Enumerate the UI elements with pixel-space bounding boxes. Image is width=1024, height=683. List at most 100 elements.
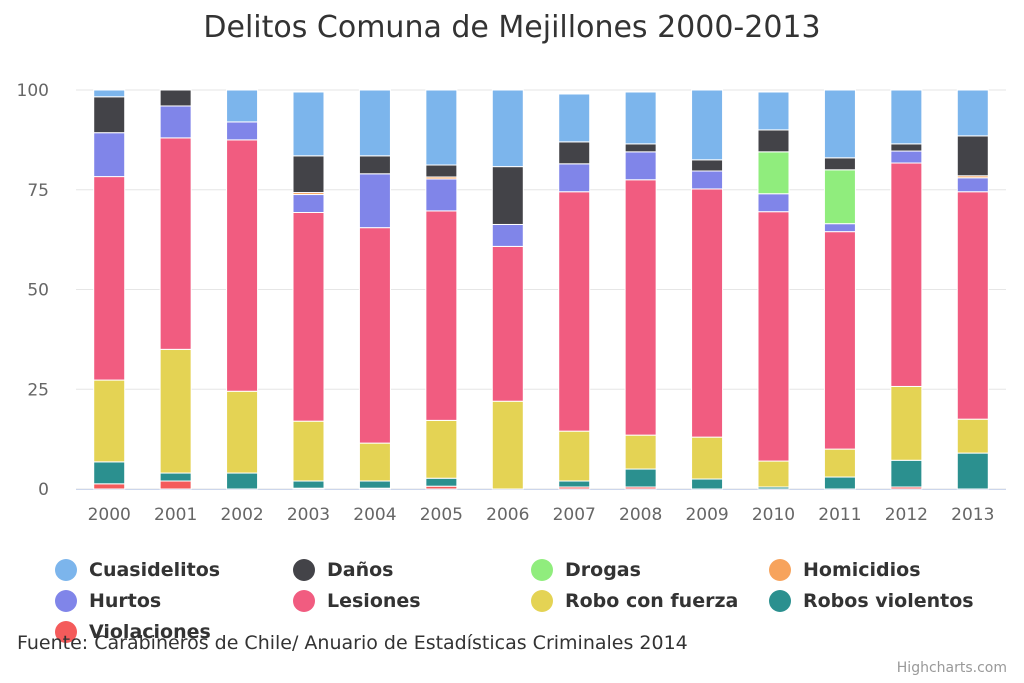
bar-segment	[425, 164, 458, 178]
bar-segment	[624, 151, 657, 181]
legend-item[interactable]: Robo con fuerza	[531, 588, 738, 614]
bar-segment	[159, 89, 192, 107]
bar-segment	[757, 151, 790, 195]
legend-item[interactable]: Daños	[293, 557, 393, 583]
x-tick-label: 2002	[220, 505, 263, 525]
bar-segment	[93, 461, 126, 485]
bar-segment	[358, 442, 391, 482]
bar-segment	[956, 177, 989, 193]
x-tick-label: 2005	[420, 505, 463, 525]
legend-label: Drogas	[565, 559, 641, 581]
bar-segment	[425, 477, 458, 487]
bar-segment	[823, 157, 856, 171]
bar-segment	[757, 460, 790, 488]
bar-segment	[358, 480, 391, 489]
bar-segment	[93, 89, 126, 98]
bar-segment	[491, 166, 524, 225]
x-tick-label: 2013	[951, 505, 994, 525]
x-tick-label: 2006	[486, 505, 529, 525]
bar-segment	[425, 419, 458, 479]
y-tick-label: 50	[27, 281, 49, 301]
bar-segment	[425, 89, 458, 166]
bar-segment	[558, 163, 591, 193]
legend-item[interactable]: Cuasidelitos	[55, 557, 220, 583]
bar-segment	[956, 452, 989, 490]
bar-segment	[823, 89, 856, 159]
legend-swatch	[55, 590, 77, 612]
legend-label: Homicidios	[803, 559, 921, 581]
legend-item[interactable]: Violaciones	[55, 619, 211, 645]
credits-link[interactable]: Highcharts.com	[896, 660, 1007, 676]
x-tick-label: 2004	[353, 505, 396, 525]
bar-segment	[624, 179, 657, 436]
y-tick-label: 75	[27, 181, 49, 201]
bar-segment	[292, 91, 325, 157]
legend-label: Robos violentos	[803, 590, 974, 612]
bar-segment	[823, 448, 856, 478]
legend-item[interactable]: Homicidios	[769, 557, 921, 583]
bar-segment	[823, 231, 856, 450]
legend-swatch	[531, 559, 553, 581]
bar-segment	[93, 176, 126, 381]
legend-label: Hurtos	[89, 590, 162, 612]
bar-segment	[558, 480, 591, 488]
bar-segment	[558, 191, 591, 432]
legend-label: Daños	[327, 559, 394, 581]
source-note: Fuente: Carabineros de Chile/ Anuario de…	[17, 632, 688, 654]
legend-swatch	[531, 590, 553, 612]
bar-segment	[226, 472, 259, 490]
bar-segment	[757, 91, 790, 131]
y-tick-label: 25	[27, 380, 49, 400]
bar-segment	[691, 159, 724, 172]
x-tick-label: 2003	[287, 505, 330, 525]
bar-segment	[890, 385, 923, 461]
bar-segment	[292, 480, 325, 489]
bar-segment	[226, 89, 259, 123]
x-tick-label: 2010	[752, 505, 795, 525]
chart-title: Delitos Comuna de Mejillones 2000-2013	[203, 10, 821, 45]
bar-segment	[226, 390, 259, 474]
legend-item[interactable]: Robos violentos	[769, 588, 974, 614]
bar-segment	[425, 210, 458, 421]
bar-segment	[226, 139, 259, 392]
bar-segment	[956, 135, 989, 177]
bar-segment	[358, 173, 391, 229]
x-tick-label: 2009	[685, 505, 728, 525]
legend-label: Lesiones	[327, 590, 421, 612]
x-tick-label: 2007	[553, 505, 596, 525]
bar-segment	[491, 223, 524, 247]
bar-segment	[691, 188, 724, 438]
legend-swatch	[769, 559, 791, 581]
legend-item[interactable]: Hurtos	[55, 588, 161, 614]
y-tick-label: 0	[38, 480, 49, 500]
bar-segment	[624, 468, 657, 488]
bar-segment	[624, 434, 657, 470]
legend-item[interactable]: Lesiones	[293, 588, 421, 614]
x-tick-label: 2008	[619, 505, 662, 525]
legend-item[interactable]: Drogas	[531, 557, 641, 583]
bar-segment	[823, 169, 856, 225]
bar-segment	[93, 483, 126, 490]
bar-segment	[358, 89, 391, 157]
legend-swatch	[55, 559, 77, 581]
legend-label: Robo con fuerza	[565, 590, 739, 612]
legend-label: Violaciones	[89, 621, 211, 643]
bar-segment	[624, 143, 657, 153]
bar-segment	[956, 89, 989, 137]
bar-segment	[624, 91, 657, 145]
legend-swatch	[55, 621, 77, 643]
stacked-bar-chart: 0 25 50 75 100 2000 2001 2002 2003 2004 2005 2006 20…	[17, 81, 1006, 525]
bar-segment	[691, 89, 724, 161]
x-tick-label: 2001	[154, 505, 197, 525]
bar-segment	[159, 137, 192, 350]
bar-segment	[358, 155, 391, 175]
bar-segment	[890, 143, 923, 152]
bar-segment	[292, 155, 325, 194]
bar-segment	[358, 227, 391, 444]
bar-segment	[425, 178, 458, 212]
bar-segment	[890, 162, 923, 387]
bar-segment	[93, 96, 126, 134]
bar-segment	[956, 191, 989, 420]
bar-segment	[691, 478, 724, 490]
bar-segment	[159, 480, 192, 490]
